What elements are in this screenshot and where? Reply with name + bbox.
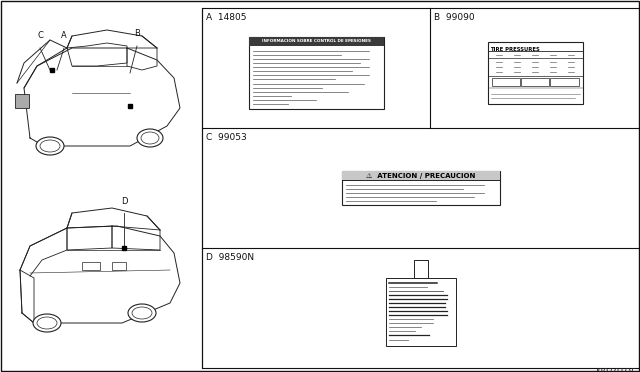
Bar — [342, 171, 500, 180]
Bar — [202, 8, 640, 368]
Ellipse shape — [128, 304, 156, 322]
Bar — [488, 42, 582, 104]
Bar — [248, 37, 383, 46]
Text: B  99090: B 99090 — [434, 13, 475, 22]
Text: ⚠  ATENCION / PRECAUCION: ⚠ ATENCION / PRECAUCION — [366, 173, 476, 179]
Ellipse shape — [132, 307, 152, 319]
Bar — [15, 94, 29, 108]
Text: C: C — [37, 31, 43, 40]
Text: J99101DF: J99101DF — [595, 368, 636, 372]
Text: A  14805: A 14805 — [206, 13, 246, 22]
Text: D  98590N: D 98590N — [206, 253, 254, 262]
Text: A: A — [61, 31, 67, 40]
Bar — [386, 278, 456, 346]
Bar — [248, 37, 383, 109]
Bar — [82, 262, 100, 270]
Ellipse shape — [33, 314, 61, 332]
Ellipse shape — [37, 317, 57, 329]
Ellipse shape — [141, 132, 159, 144]
Bar — [492, 78, 520, 86]
Bar — [521, 78, 549, 86]
Bar — [342, 171, 500, 205]
Bar — [414, 260, 428, 278]
Text: B: B — [134, 29, 140, 38]
Ellipse shape — [137, 129, 163, 147]
Bar — [550, 78, 579, 86]
Bar — [112, 262, 126, 270]
Ellipse shape — [40, 140, 60, 152]
Text: D: D — [121, 197, 127, 206]
Text: C  99053: C 99053 — [206, 133, 247, 142]
Ellipse shape — [36, 137, 64, 155]
Text: TIRE PRESSURES: TIRE PRESSURES — [490, 47, 540, 52]
Text: INFORMACION SOBRE CONTROL DE EMISIONES: INFORMACION SOBRE CONTROL DE EMISIONES — [262, 39, 371, 44]
